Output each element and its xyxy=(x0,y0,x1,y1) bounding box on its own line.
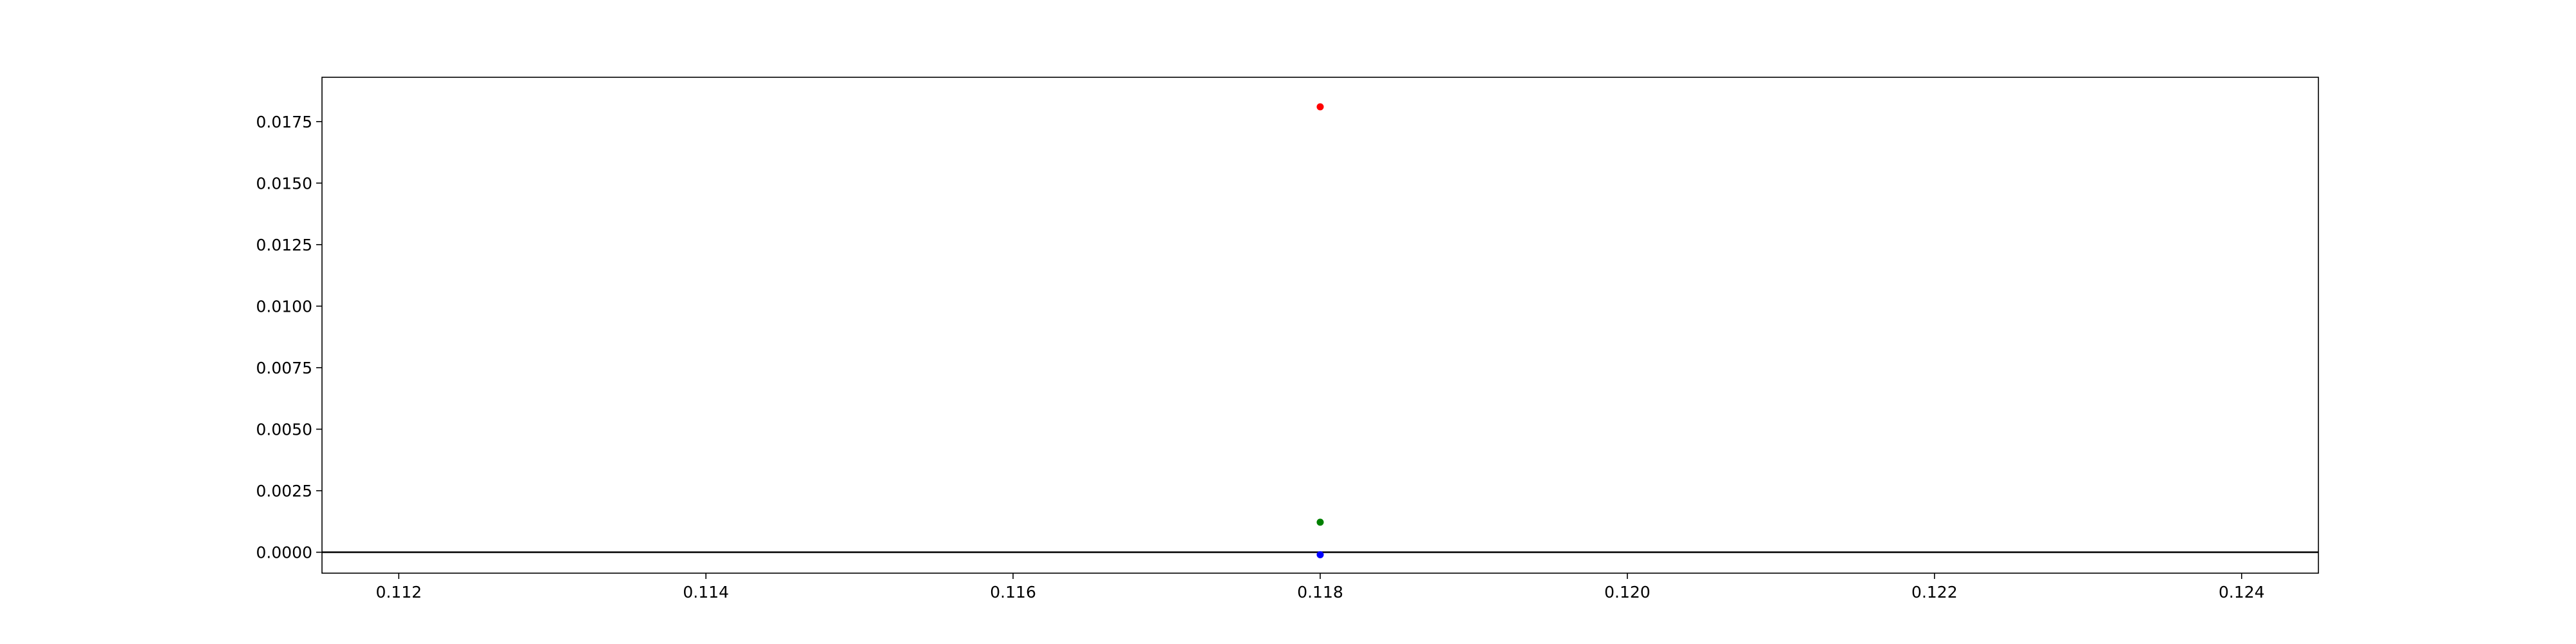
y-tick-label: 0.0050 xyxy=(256,420,312,439)
data-points xyxy=(1316,103,1324,558)
x-tick-label: 0.124 xyxy=(2219,583,2265,601)
data-point-series-1 xyxy=(1316,103,1324,111)
y-tick-label: 0.0175 xyxy=(256,113,312,131)
y-tick-label: 0.0100 xyxy=(256,297,312,316)
x-tick-label: 0.118 xyxy=(1297,583,1343,601)
data-point-series-3 xyxy=(1316,551,1324,558)
x-axis: 0.112 0.114 0.116 0.118 0.120 0.122 0.124 xyxy=(375,573,2265,601)
x-tick-label: 0.112 xyxy=(375,583,422,601)
y-tick-label: 0.0125 xyxy=(256,236,312,254)
y-tick-label: 0.0025 xyxy=(256,482,312,500)
x-tick-label: 0.114 xyxy=(683,583,729,601)
y-tick-label: 0.0150 xyxy=(256,174,312,193)
plot-area: 0.112 0.114 0.116 0.118 0.120 0.122 0.124 0.00… xyxy=(256,77,2319,601)
y-tick-label: 0.0000 xyxy=(256,544,312,562)
y-tick-label: 0.0075 xyxy=(256,359,312,377)
x-tick-label: 0.120 xyxy=(1604,583,1651,601)
x-tick-label: 0.116 xyxy=(990,583,1036,601)
axes-background xyxy=(322,77,2318,573)
y-axis: 0.0000 0.0025 0.0050 0.0075 0.0100 0.0125 0.01… xyxy=(256,113,322,562)
data-point-series-2 xyxy=(1316,518,1324,526)
x-tick-label: 0.122 xyxy=(1911,583,1958,601)
axes-frame xyxy=(321,77,2319,574)
